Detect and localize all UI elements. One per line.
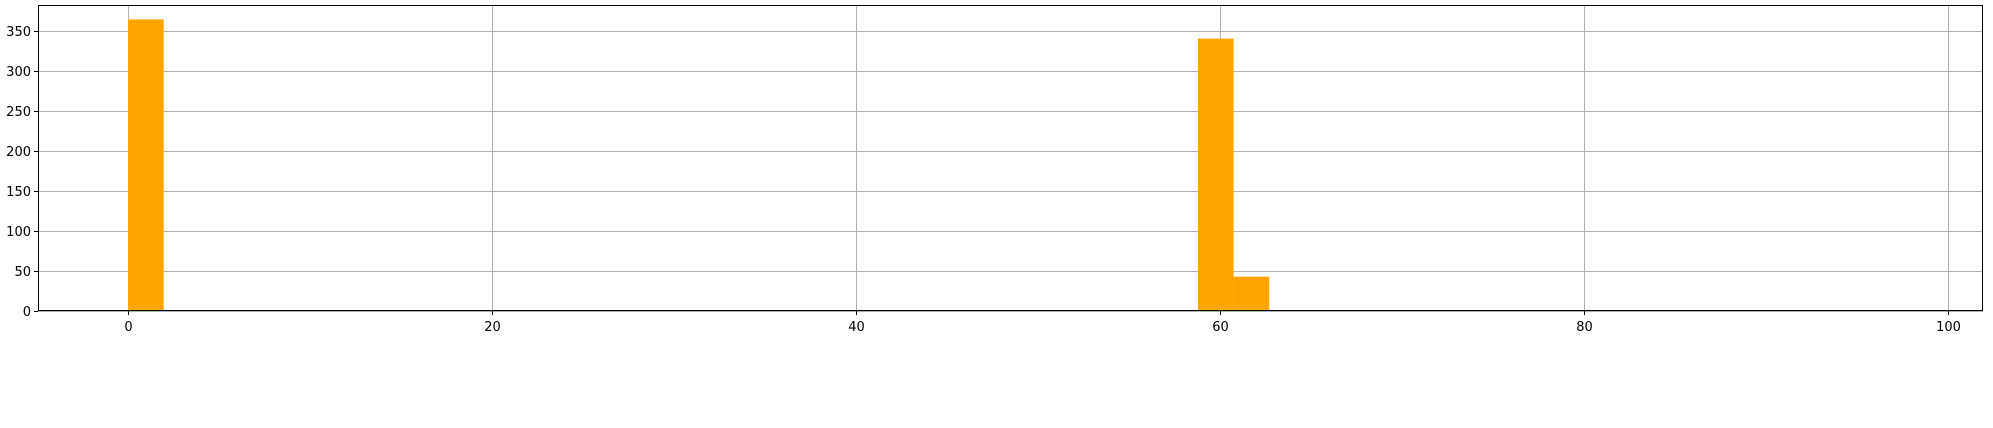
plot-frame [38,5,1983,311]
x-tick-label: 20 [484,320,501,335]
bars-layer [128,19,1912,312]
grid-layer [38,5,1983,312]
x-tick-label: 60 [1212,320,1229,335]
histogram-bar [1197,38,1234,311]
axes-layer: 0 20 40 60 80 100 0 50 100 150 200 250 300 350 [6,5,1983,335]
histogram-bar [1233,276,1270,311]
x-tick-label: 80 [1576,320,1593,335]
x-tick-label: 0 [124,320,132,335]
y-tick-label: 200 [6,145,31,160]
x-tick-label: 40 [848,320,865,335]
x-tick-label: 100 [1936,320,1961,335]
y-tick-label: 150 [6,185,31,200]
histogram-bar [128,19,164,312]
y-tick-label: 300 [6,65,31,80]
y-tick-label: 250 [6,105,31,120]
y-tick-label: 0 [23,305,31,320]
y-tick-label: 100 [6,225,31,240]
y-tick-label: 350 [6,25,31,40]
y-tick-label: 50 [14,265,31,280]
